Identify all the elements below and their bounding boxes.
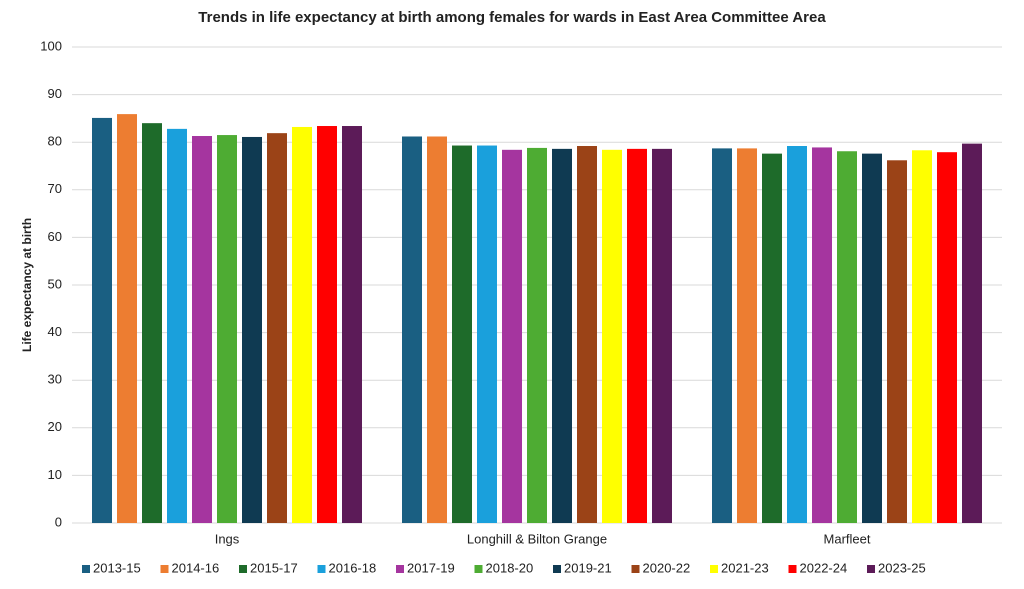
bar (502, 149, 522, 524)
bar (627, 148, 647, 523)
y-tick-label: 100 (40, 38, 62, 53)
bar (192, 136, 212, 523)
bar (787, 146, 807, 523)
y-tick-label: 90 (48, 86, 62, 101)
bar (167, 128, 187, 523)
bar (762, 153, 782, 523)
legend-swatch (396, 565, 404, 573)
bar (317, 126, 337, 524)
bar (962, 143, 982, 524)
bar (117, 114, 137, 523)
bar (142, 123, 162, 523)
legend-swatch (867, 565, 875, 573)
bar (577, 146, 597, 523)
legend-label: 2015-17 (250, 560, 298, 575)
legend-swatch (553, 565, 561, 573)
y-tick-label: 50 (48, 276, 62, 291)
bar (527, 147, 547, 524)
legend-swatch (160, 565, 169, 573)
bar (652, 148, 672, 523)
bar (862, 153, 882, 523)
x-tick-label: Marfleet (824, 531, 871, 546)
bar (217, 135, 237, 523)
bar (812, 147, 832, 523)
y-tick-label: 80 (48, 134, 62, 149)
bar (477, 145, 497, 524)
legend-swatch (82, 565, 90, 573)
legend-swatch (710, 565, 718, 573)
bar (452, 145, 472, 524)
bar (887, 160, 907, 523)
chart-title: Trends in life expectancy at birth among… (198, 9, 826, 26)
y-axis-label: Life expectancy at birth (20, 218, 34, 352)
legend-swatch (474, 565, 483, 573)
y-tick-label: 0 (55, 514, 62, 529)
bar (937, 152, 957, 524)
x-tick-label: Longhill & Bilton Grange (467, 531, 607, 546)
legend-label: 2018-20 (486, 560, 534, 575)
legend-label: 2016-18 (329, 560, 377, 575)
legend-label: 2022-24 (800, 560, 848, 575)
legend-swatch (317, 565, 326, 573)
y-tick-label: 40 (48, 324, 62, 339)
legend-label: 2013-15 (93, 560, 141, 575)
bar (737, 148, 757, 523)
legend-label: 2017-19 (407, 560, 455, 575)
y-tick-label: 30 (48, 372, 62, 387)
bar (712, 148, 732, 523)
legend-label: 2020-22 (643, 560, 691, 575)
legend-swatch (788, 565, 797, 573)
bar (342, 126, 362, 524)
bar (292, 126, 312, 523)
legend-label: 2021-23 (721, 560, 769, 575)
y-tick-label: 60 (48, 229, 62, 244)
legend-swatch (239, 565, 247, 573)
bar (837, 151, 857, 523)
bar (92, 117, 112, 523)
x-tick-label: Ings (215, 531, 240, 546)
legend-label: 2023-25 (878, 560, 926, 575)
bar (602, 149, 622, 524)
y-tick-label: 10 (48, 467, 62, 482)
bar (402, 136, 422, 523)
legend-label: 2019-21 (564, 560, 612, 575)
bar (242, 136, 262, 524)
y-tick-label: 20 (48, 419, 62, 434)
y-tick-label: 70 (48, 181, 62, 196)
bar (427, 136, 447, 523)
bar (552, 148, 572, 523)
legend-label: 2014-16 (172, 560, 220, 575)
legend-swatch (631, 565, 640, 573)
bar (267, 133, 287, 523)
bar (912, 150, 932, 524)
